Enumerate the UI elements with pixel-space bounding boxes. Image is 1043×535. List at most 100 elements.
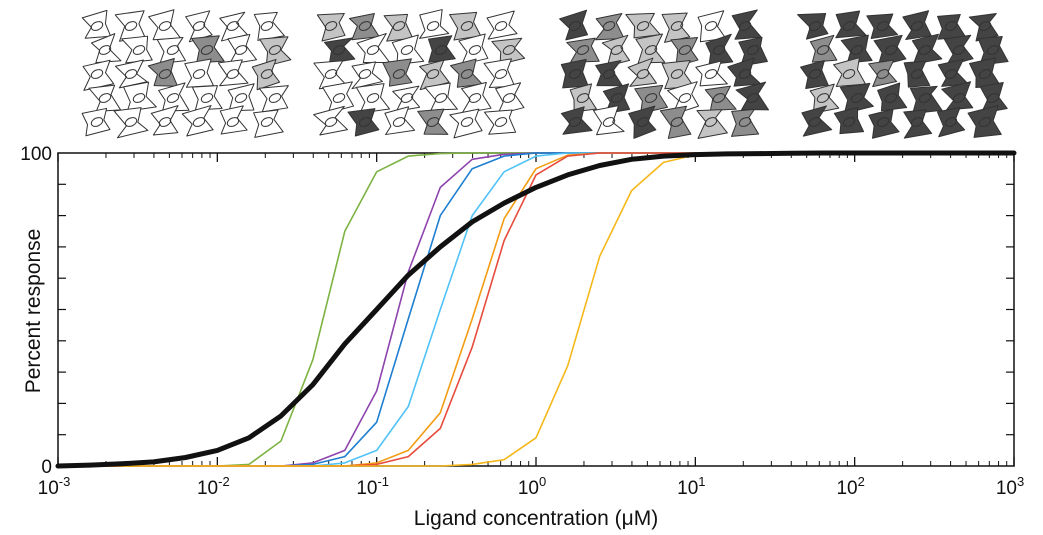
cell bbox=[419, 9, 450, 39]
cell bbox=[903, 109, 933, 139]
cell bbox=[839, 82, 874, 114]
x-tick-label: 101 bbox=[677, 474, 705, 499]
cell bbox=[809, 34, 838, 63]
cell bbox=[943, 34, 974, 67]
population-average-curve bbox=[55, 150, 1017, 469]
cell bbox=[382, 58, 413, 87]
series-curves bbox=[55, 150, 1017, 469]
cell bbox=[835, 10, 867, 39]
cell bbox=[670, 37, 699, 67]
cell bbox=[877, 82, 908, 112]
cell bbox=[495, 82, 525, 115]
cell bbox=[450, 58, 483, 88]
cell bbox=[348, 12, 380, 41]
cell bbox=[449, 11, 482, 41]
cell bbox=[191, 35, 225, 64]
cell bbox=[809, 83, 840, 114]
cell bbox=[868, 108, 900, 139]
cell bbox=[797, 12, 829, 40]
cell bbox=[181, 105, 214, 137]
cell bbox=[903, 60, 931, 88]
cell bbox=[727, 57, 762, 87]
single-cell-curve-1 bbox=[57, 152, 1015, 467]
cell bbox=[184, 58, 214, 88]
cell bbox=[82, 59, 115, 91]
cell bbox=[351, 61, 383, 90]
cell bbox=[219, 11, 248, 42]
cell bbox=[840, 34, 873, 64]
single-cell-curve-3 bbox=[57, 152, 1015, 467]
cell bbox=[113, 107, 149, 139]
cell bbox=[559, 9, 589, 41]
cell bbox=[150, 105, 179, 136]
cell bbox=[941, 81, 974, 111]
cell bbox=[123, 81, 157, 112]
cell bbox=[628, 105, 657, 139]
cell bbox=[902, 10, 932, 40]
x-tick-label: 10-1 bbox=[356, 474, 389, 499]
x-tick-label: 10-3 bbox=[38, 474, 71, 499]
cell bbox=[625, 12, 661, 39]
cell bbox=[253, 11, 285, 41]
cell bbox=[486, 10, 518, 40]
cell bbox=[384, 106, 416, 136]
cell-panel-1 bbox=[81, 9, 292, 139]
cell bbox=[936, 107, 966, 138]
cell bbox=[833, 106, 865, 135]
cell bbox=[114, 10, 146, 42]
cell bbox=[735, 81, 770, 111]
cell bbox=[595, 13, 625, 41]
cell bbox=[227, 83, 255, 112]
cell bbox=[595, 59, 623, 87]
cell bbox=[392, 85, 421, 112]
cell bbox=[185, 10, 213, 43]
cell bbox=[731, 108, 760, 137]
cell bbox=[460, 81, 492, 114]
y-tick-label: 100 bbox=[20, 144, 52, 165]
cell bbox=[313, 105, 348, 136]
cell bbox=[227, 33, 258, 65]
cell bbox=[347, 108, 380, 137]
cell bbox=[868, 59, 898, 88]
x-tick-label: 10-2 bbox=[197, 474, 230, 499]
x-tick-label: 103 bbox=[996, 474, 1024, 499]
cell bbox=[217, 59, 249, 87]
cell bbox=[937, 13, 966, 40]
cell bbox=[121, 35, 153, 64]
y-tick-label: 0 bbox=[41, 457, 52, 478]
cell bbox=[911, 33, 943, 65]
cell-panel-2 bbox=[313, 9, 526, 139]
cell bbox=[659, 105, 692, 139]
cell bbox=[491, 37, 526, 65]
cell bbox=[391, 34, 425, 65]
cell bbox=[258, 85, 289, 113]
cell bbox=[81, 107, 111, 137]
cell bbox=[731, 9, 762, 40]
single-cell-curve-7 bbox=[57, 152, 1015, 467]
cell bbox=[383, 13, 414, 42]
cell bbox=[148, 9, 182, 41]
plot-frame bbox=[57, 152, 1015, 467]
single-cell-curve-2 bbox=[57, 152, 1015, 467]
cell bbox=[259, 36, 292, 67]
cell bbox=[937, 58, 969, 87]
cell bbox=[695, 60, 728, 87]
cell bbox=[458, 33, 489, 65]
cell bbox=[602, 83, 631, 114]
cell bbox=[967, 105, 1002, 138]
x-axis-title: Ligand concentration (μM) bbox=[414, 507, 658, 530]
x-tick-label: 100 bbox=[518, 474, 546, 499]
cell bbox=[88, 84, 122, 112]
cell bbox=[704, 85, 737, 111]
cell bbox=[635, 33, 666, 64]
cell bbox=[705, 33, 734, 66]
cell bbox=[424, 82, 458, 111]
cell bbox=[592, 105, 625, 136]
cell-panel-3 bbox=[559, 9, 770, 139]
cell bbox=[800, 60, 829, 89]
dose-response-chart: 10-3 10-2 10-1 100 101 102 103 0 100 Ligand con… bbox=[20, 144, 1024, 530]
cell bbox=[355, 83, 390, 114]
cell-illustrations bbox=[81, 9, 1009, 139]
cell bbox=[322, 81, 355, 114]
